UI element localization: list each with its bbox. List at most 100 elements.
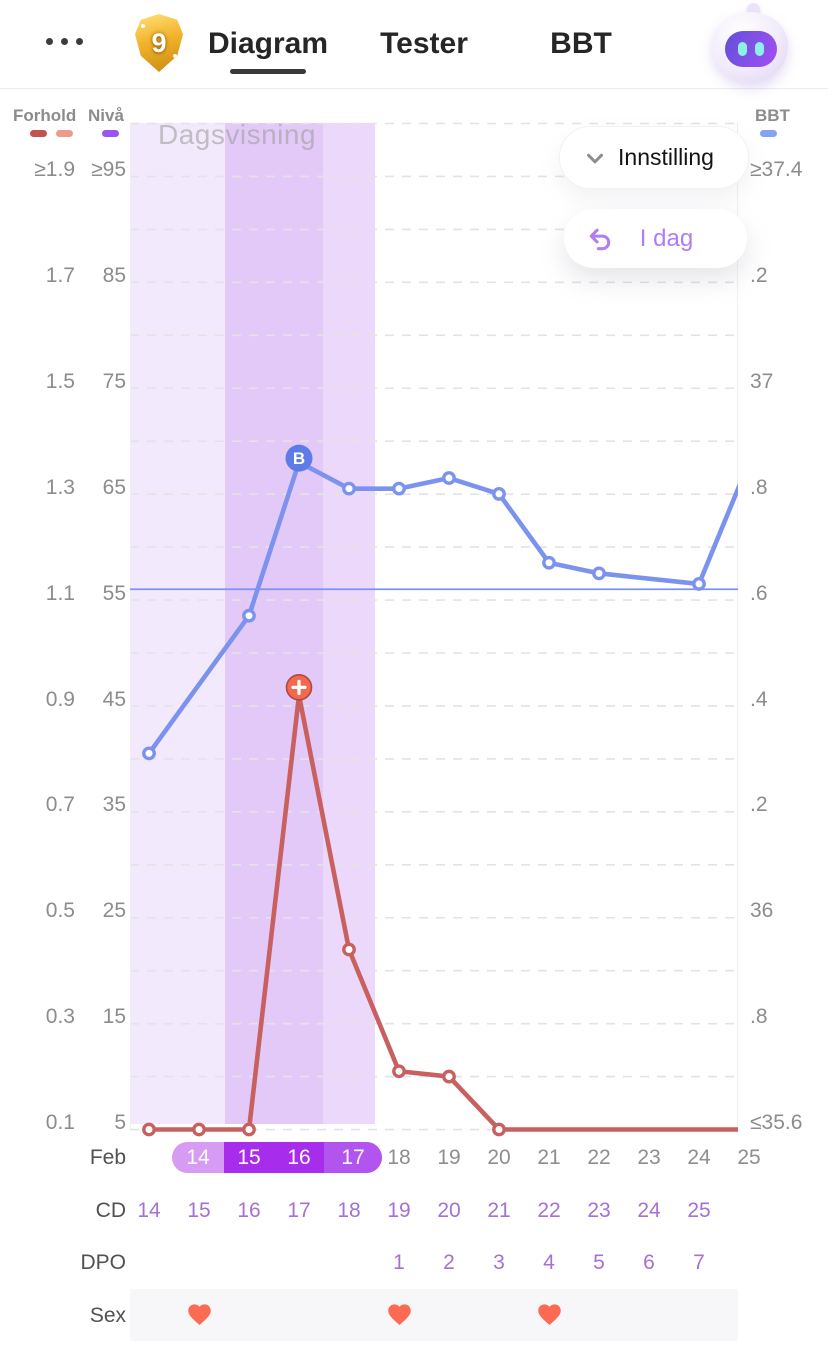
legend-forhold-label: Forhold (13, 106, 77, 125)
bbt-point (692, 577, 706, 591)
y-axis-bbt-tick: 36 (750, 899, 774, 923)
dpo-number: 7 (693, 1251, 705, 1274)
sex-heart-icon (385, 1301, 414, 1333)
date-pill-day[interactable]: 17 (324, 1142, 382, 1173)
test-point (492, 1122, 506, 1137)
y-axis-niva-tick: 55 (102, 581, 126, 605)
cd-number: 23 (587, 1199, 611, 1222)
cd-number: 21 (487, 1199, 511, 1222)
y-axis-bbt-tick: .6 (750, 581, 768, 605)
date-number[interactable]: 18 (387, 1146, 411, 1169)
bbt-point (492, 487, 506, 501)
streak-badge-count: 9 (151, 27, 167, 58)
bbt-point (442, 471, 456, 485)
y-axis-forhold-tick: 0.1 (45, 1111, 75, 1135)
streak-badge[interactable]: 9 (135, 14, 183, 72)
y-axis-niva-tick: 5 (114, 1111, 126, 1135)
chevron-down-icon (586, 153, 604, 163)
test-point (192, 1122, 206, 1137)
date-pill-day[interactable]: 16 (274, 1142, 324, 1173)
cd-number: 16 (237, 1199, 261, 1222)
fertility-band-ovulation (323, 123, 375, 1124)
fertility-band-high (225, 123, 323, 1124)
cd-number: 18 (337, 1199, 361, 1222)
dpo-number: 3 (493, 1251, 505, 1274)
tab-bbt[interactable]: BBT (550, 27, 612, 60)
y-axis-niva-tick: 25 (102, 899, 126, 923)
cd-number: 14 (137, 1199, 161, 1222)
y-axis-forhold-tick: 0.5 (45, 899, 75, 923)
header: 9 Diagram Tester BBT (0, 0, 828, 89)
dpo-number: 1 (393, 1251, 405, 1274)
y-axis-forhold-tick: 1.1 (45, 581, 75, 605)
dpo-number: 4 (543, 1251, 555, 1274)
y-axis-niva-tick: ≥95 (91, 158, 126, 181)
date-pill-day[interactable]: 15 (224, 1142, 274, 1173)
cd-number: 20 (437, 1199, 461, 1222)
dpo-row-label: DPO (80, 1251, 126, 1274)
y-axis-niva-tick: 75 (102, 369, 126, 393)
sex-row-label: Sex (89, 1304, 126, 1327)
test-point (242, 1122, 256, 1137)
dpo-number: 2 (443, 1251, 455, 1274)
fertile-window-date-pill: 14 15 16 17 (172, 1142, 382, 1173)
legend-bbt-label: BBT (755, 106, 790, 125)
overflow-menu-icon[interactable] (46, 38, 83, 45)
test-point (392, 1064, 406, 1079)
y-axis-forhold-tick: 0.7 (45, 793, 75, 817)
legend-forhold-dark-dash (30, 130, 47, 137)
y-axis-niva-tick: 45 (102, 687, 126, 711)
y-axis-bbt-tick: .4 (750, 687, 768, 711)
date-number[interactable]: 21 (537, 1146, 561, 1169)
date-number[interactable]: 25 (737, 1146, 761, 1169)
date-number[interactable]: 24 (687, 1146, 711, 1169)
y-axis-bbt-tick: .8 (750, 1005, 768, 1029)
y-axis-niva-tick: 85 (102, 263, 126, 287)
test-point (142, 1122, 156, 1137)
cd-number: 15 (187, 1199, 211, 1222)
assistant-robot-icon[interactable] (702, 3, 798, 86)
undo-arrow-icon (589, 228, 611, 250)
y-axis-niva-tick: 35 (102, 793, 126, 817)
y-axis-forhold-tick: 1.3 (45, 475, 75, 499)
y-axis-forhold-tick: 1.7 (45, 263, 75, 287)
y-axis-niva-tick: 65 (102, 475, 126, 499)
y-axis-bbt-tick: .2 (750, 263, 768, 287)
robot-face (725, 31, 777, 67)
y-axis-forhold-tick: 0.9 (45, 687, 75, 711)
y-axis-bbt-tick: .8 (750, 475, 768, 499)
y-axis-forhold-tick: 1.5 (45, 369, 75, 393)
date-number[interactable]: 20 (487, 1146, 511, 1169)
legend-bbt-dash (760, 130, 777, 137)
bbt-point (392, 481, 406, 496)
bbt-point (592, 566, 606, 581)
dpo-number: 6 (643, 1251, 655, 1274)
date-pill-day[interactable]: 14 (172, 1142, 224, 1173)
settings-button-label: Innstilling (618, 144, 714, 170)
today-button[interactable]: I dag (564, 209, 747, 268)
y-axis-bbt-tick: ≤35.6 (750, 1111, 803, 1135)
sex-row-band (130, 1289, 738, 1341)
tab-tester[interactable]: Tester (380, 27, 468, 60)
test-point (442, 1069, 456, 1084)
y-axis-bbt-tick: 37 (750, 369, 774, 393)
active-tab-underline (230, 69, 306, 74)
cd-number: 24 (637, 1199, 661, 1222)
legend-niva-dash (102, 130, 119, 137)
month-row-label: Feb (89, 1146, 126, 1169)
date-number[interactable]: 19 (437, 1146, 461, 1169)
sex-heart-icon (535, 1301, 564, 1333)
dpo-number: 5 (593, 1251, 605, 1274)
cd-row-label: CD (95, 1199, 126, 1222)
view-mode-watermark: Dagsvisning (158, 119, 317, 150)
date-number[interactable]: 23 (637, 1146, 661, 1169)
tab-diagram[interactable]: Diagram (207, 27, 329, 60)
date-number[interactable]: 22 (587, 1146, 611, 1169)
legend-niva-label: Nivå (88, 106, 124, 125)
cd-number: 25 (687, 1199, 711, 1222)
settings-button[interactable]: Innstilling (559, 126, 749, 189)
y-axis-forhold-tick: ≥1.9 (34, 158, 75, 181)
bbt-point (542, 555, 556, 570)
y-axis-niva-tick: 15 (102, 1005, 126, 1029)
